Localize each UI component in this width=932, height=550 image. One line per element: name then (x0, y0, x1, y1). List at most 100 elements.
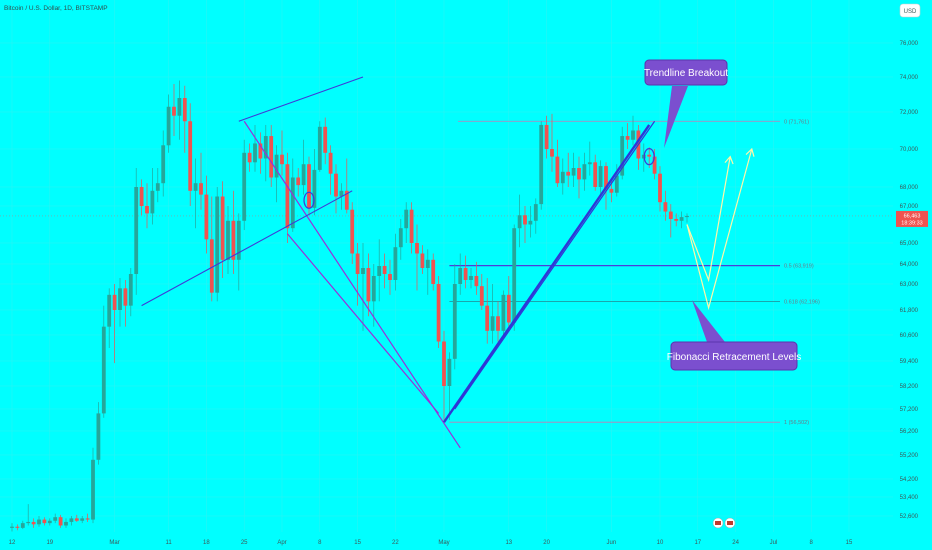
breakout-marker[interactable] (643, 148, 655, 166)
candle[interactable] (139, 179, 144, 216)
candle[interactable] (209, 196, 214, 302)
candle[interactable] (26, 504, 31, 526)
candle[interactable] (550, 113, 554, 172)
candle[interactable] (479, 274, 484, 310)
candle[interactable] (118, 278, 122, 327)
support-trendline[interactable] (443, 124, 651, 423)
candle[interactable] (323, 117, 328, 165)
candle[interactable] (123, 280, 128, 327)
candle[interactable] (409, 202, 414, 254)
candle[interactable] (533, 198, 538, 234)
candle[interactable] (506, 276, 511, 331)
channel-upper-line[interactable] (243, 120, 461, 449)
candle[interactable] (377, 239, 382, 302)
candle[interactable] (247, 143, 252, 172)
candle[interactable] (204, 175, 209, 254)
projection-path-b[interactable] (686, 148, 753, 311)
candle[interactable] (539, 121, 544, 210)
candle[interactable] (15, 524, 20, 531)
candle[interactable] (226, 206, 230, 274)
candle[interactable] (344, 158, 349, 214)
candle[interactable] (150, 168, 155, 225)
candle[interactable] (258, 132, 263, 174)
candle[interactable] (85, 513, 90, 522)
candle[interactable] (37, 516, 41, 527)
candle[interactable] (625, 123, 630, 149)
candle[interactable] (193, 158, 198, 229)
candle[interactable] (523, 206, 527, 243)
candle[interactable] (107, 288, 112, 348)
candle[interactable] (231, 190, 236, 274)
candle[interactable] (307, 156, 311, 216)
candle[interactable] (69, 516, 74, 526)
candle[interactable] (587, 141, 592, 176)
candle[interactable] (517, 194, 522, 248)
candle[interactable] (658, 166, 662, 212)
candle[interactable] (425, 249, 430, 295)
candle[interactable] (177, 80, 182, 140)
candle[interactable] (393, 233, 398, 291)
candle[interactable] (80, 516, 85, 524)
candle[interactable] (631, 115, 635, 146)
candle[interactable] (47, 518, 52, 526)
candle[interactable] (463, 255, 468, 289)
candle[interactable] (452, 264, 457, 370)
candle[interactable] (101, 305, 106, 418)
candle[interactable] (571, 152, 576, 187)
candle[interactable] (215, 187, 220, 302)
candle[interactable] (58, 514, 63, 528)
candle[interactable] (285, 152, 290, 243)
candle[interactable] (544, 115, 549, 159)
candle[interactable] (274, 145, 279, 203)
candle[interactable] (155, 168, 160, 203)
candle[interactable] (334, 164, 338, 214)
candle[interactable] (382, 253, 387, 289)
candle[interactable] (685, 213, 689, 223)
candle[interactable] (161, 130, 166, 197)
candle[interactable] (398, 218, 403, 260)
candle[interactable] (496, 301, 500, 342)
candle[interactable] (242, 139, 247, 231)
candle[interactable] (64, 518, 68, 528)
candle[interactable] (447, 352, 452, 420)
candle[interactable] (112, 284, 117, 364)
candle[interactable] (560, 158, 565, 195)
currency-button[interactable]: USD (899, 3, 921, 18)
candle[interactable] (253, 124, 257, 172)
candle[interactable] (679, 211, 684, 229)
candle[interactable] (431, 253, 436, 291)
candle[interactable] (188, 103, 193, 206)
candle[interactable] (96, 402, 101, 465)
candle[interactable] (490, 284, 495, 344)
candle[interactable] (199, 152, 203, 210)
candle[interactable] (620, 126, 625, 180)
candle[interactable] (42, 517, 47, 526)
candle[interactable] (442, 330, 446, 423)
candle[interactable] (91, 447, 95, 524)
candle[interactable] (555, 139, 560, 187)
candle[interactable] (355, 243, 360, 306)
candle[interactable] (220, 181, 225, 278)
candle[interactable] (134, 168, 139, 295)
candle[interactable] (172, 84, 176, 137)
candle[interactable] (668, 204, 673, 238)
candle[interactable] (485, 278, 490, 344)
breakout-marker[interactable] (303, 191, 315, 209)
candle[interactable] (501, 290, 506, 336)
candle[interactable] (145, 183, 149, 229)
candle[interactable] (593, 154, 598, 191)
candle[interactable] (436, 276, 441, 348)
candle[interactable] (512, 224, 517, 331)
candle[interactable] (301, 139, 306, 195)
candle[interactable] (53, 513, 58, 524)
candle[interactable] (663, 190, 668, 221)
rising-trendline[interactable] (238, 76, 364, 122)
candle[interactable] (674, 213, 679, 227)
candle[interactable] (361, 243, 365, 331)
support-trendline-inner[interactable] (454, 120, 656, 410)
candle[interactable] (577, 156, 581, 199)
candle[interactable] (312, 149, 317, 216)
event-flag-icon[interactable] (724, 517, 736, 529)
